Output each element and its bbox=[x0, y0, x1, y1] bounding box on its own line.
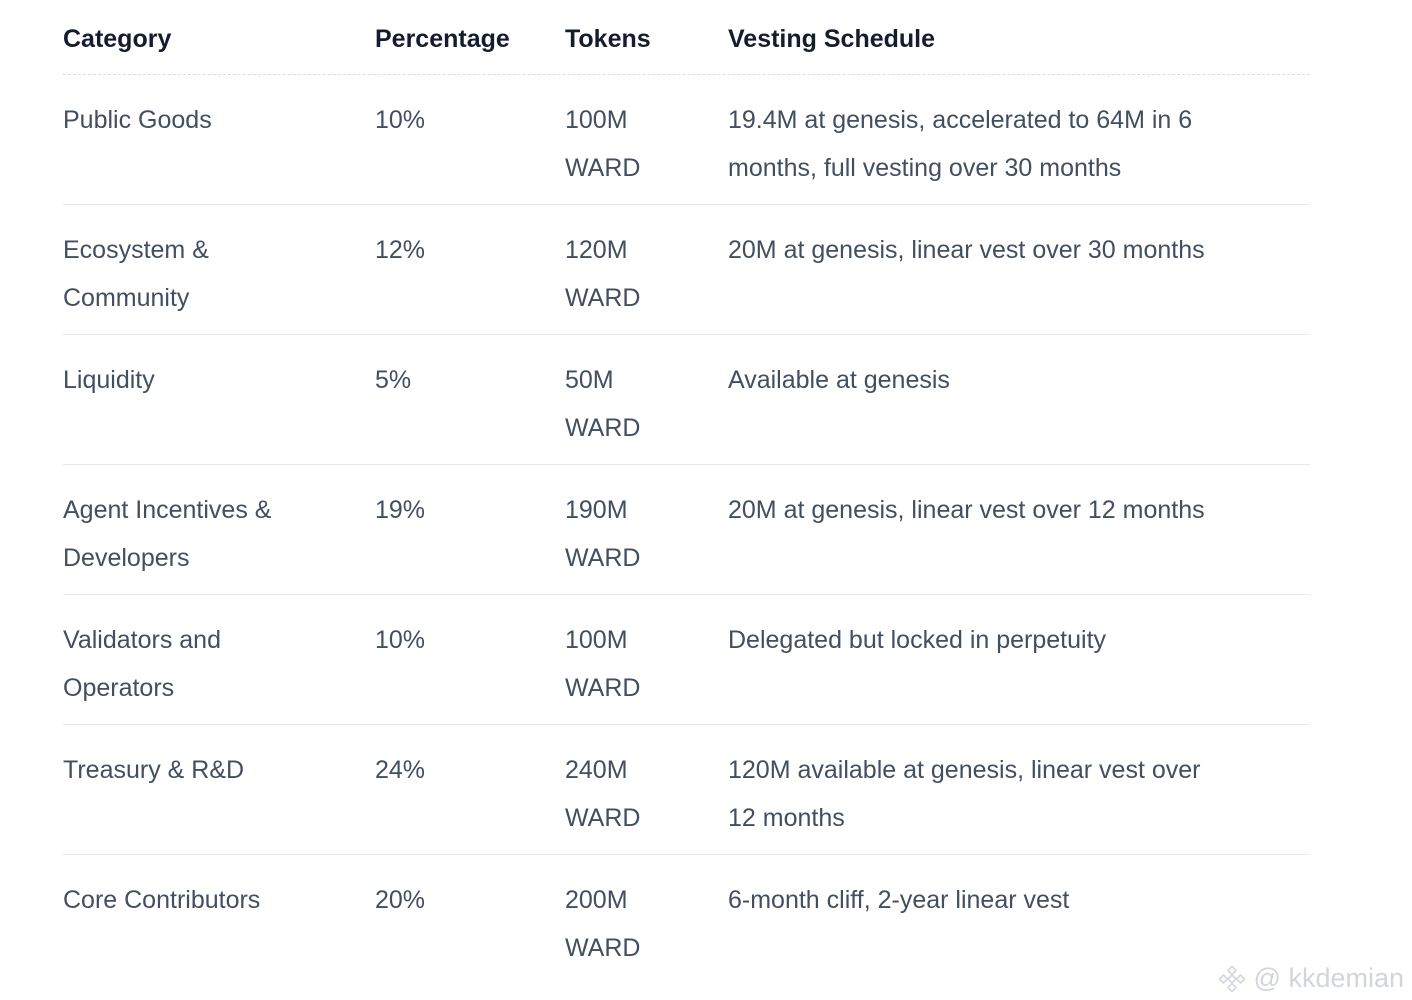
cell-vesting: 19.4M at genesis, accelerated to 64M in … bbox=[728, 106, 1193, 182]
column-header-category: Category bbox=[63, 25, 172, 53]
cell-category: Treasury & R&D bbox=[63, 756, 245, 784]
cell-percentage: 19% bbox=[375, 496, 426, 524]
column-header-tokens: Tokens bbox=[565, 25, 651, 53]
cell-percentage: 20% bbox=[375, 886, 426, 914]
cell-tokens: 200M WARD bbox=[565, 886, 641, 962]
table-row: Core Contributors 20% 200M WARD 6-month … bbox=[63, 855, 1310, 984]
cell-vesting: 20M at genesis, linear vest over 30 mont… bbox=[728, 236, 1205, 264]
table-row: Validators and Operators 10% 100M WARD D… bbox=[63, 595, 1310, 725]
cell-category: Core Contributors bbox=[63, 886, 261, 914]
cell-tokens: 50M WARD bbox=[565, 366, 641, 442]
cell-category: Public Goods bbox=[63, 106, 212, 134]
cell-tokens: 240M WARD bbox=[565, 756, 641, 832]
cell-vesting: Delegated but locked in perpetuity bbox=[728, 626, 1107, 654]
cell-tokens: 190M WARD bbox=[565, 496, 641, 572]
column-header-percentage: Percentage bbox=[375, 25, 510, 53]
table-row: Public Goods 10% 100M WARD 19.4M at gene… bbox=[63, 75, 1310, 205]
cell-percentage: 12% bbox=[375, 236, 426, 264]
cell-category: Agent Incentives & Developers bbox=[63, 496, 272, 572]
cell-percentage: 10% bbox=[375, 626, 426, 654]
watermark: @ kkdemian bbox=[1217, 963, 1404, 994]
table-row: Treasury & R&D 24% 240M WARD 120M availa… bbox=[63, 725, 1310, 855]
cell-category: Ecosystem & Community bbox=[63, 236, 209, 312]
column-header-vesting: Vesting Schedule bbox=[728, 25, 936, 53]
cell-tokens: 100M WARD bbox=[565, 626, 641, 702]
cell-percentage: 24% bbox=[375, 756, 426, 784]
cell-tokens: 120M WARD bbox=[565, 236, 641, 312]
watermark-handle: @ kkdemian bbox=[1253, 963, 1404, 993]
token-allocation-table: Category Percentage Tokens Vesting Sched… bbox=[63, 0, 1310, 984]
table-row: Agent Incentives & Developers 19% 190M W… bbox=[63, 465, 1310, 595]
cell-percentage: 5% bbox=[375, 366, 412, 394]
binance-diamond-icon bbox=[1217, 964, 1247, 994]
cell-tokens: 100M WARD bbox=[565, 106, 641, 182]
table-row: Ecosystem & Community 12% 120M WARD 20M … bbox=[63, 205, 1310, 335]
cell-percentage: 10% bbox=[375, 106, 426, 134]
table-header-row: Category Percentage Tokens Vesting Sched… bbox=[63, 0, 1310, 75]
cell-vesting: Available at genesis bbox=[728, 366, 950, 394]
table-row: Liquidity 5% 50M WARD Available at genes… bbox=[63, 335, 1310, 465]
cell-vesting: 20M at genesis, linear vest over 12 mont… bbox=[728, 496, 1205, 524]
cell-category: Validators and Operators bbox=[63, 626, 221, 702]
cell-category: Liquidity bbox=[63, 366, 155, 394]
cell-vesting: 120M available at genesis, linear vest o… bbox=[728, 756, 1201, 832]
cell-vesting: 6-month cliff, 2-year linear vest bbox=[728, 886, 1070, 914]
